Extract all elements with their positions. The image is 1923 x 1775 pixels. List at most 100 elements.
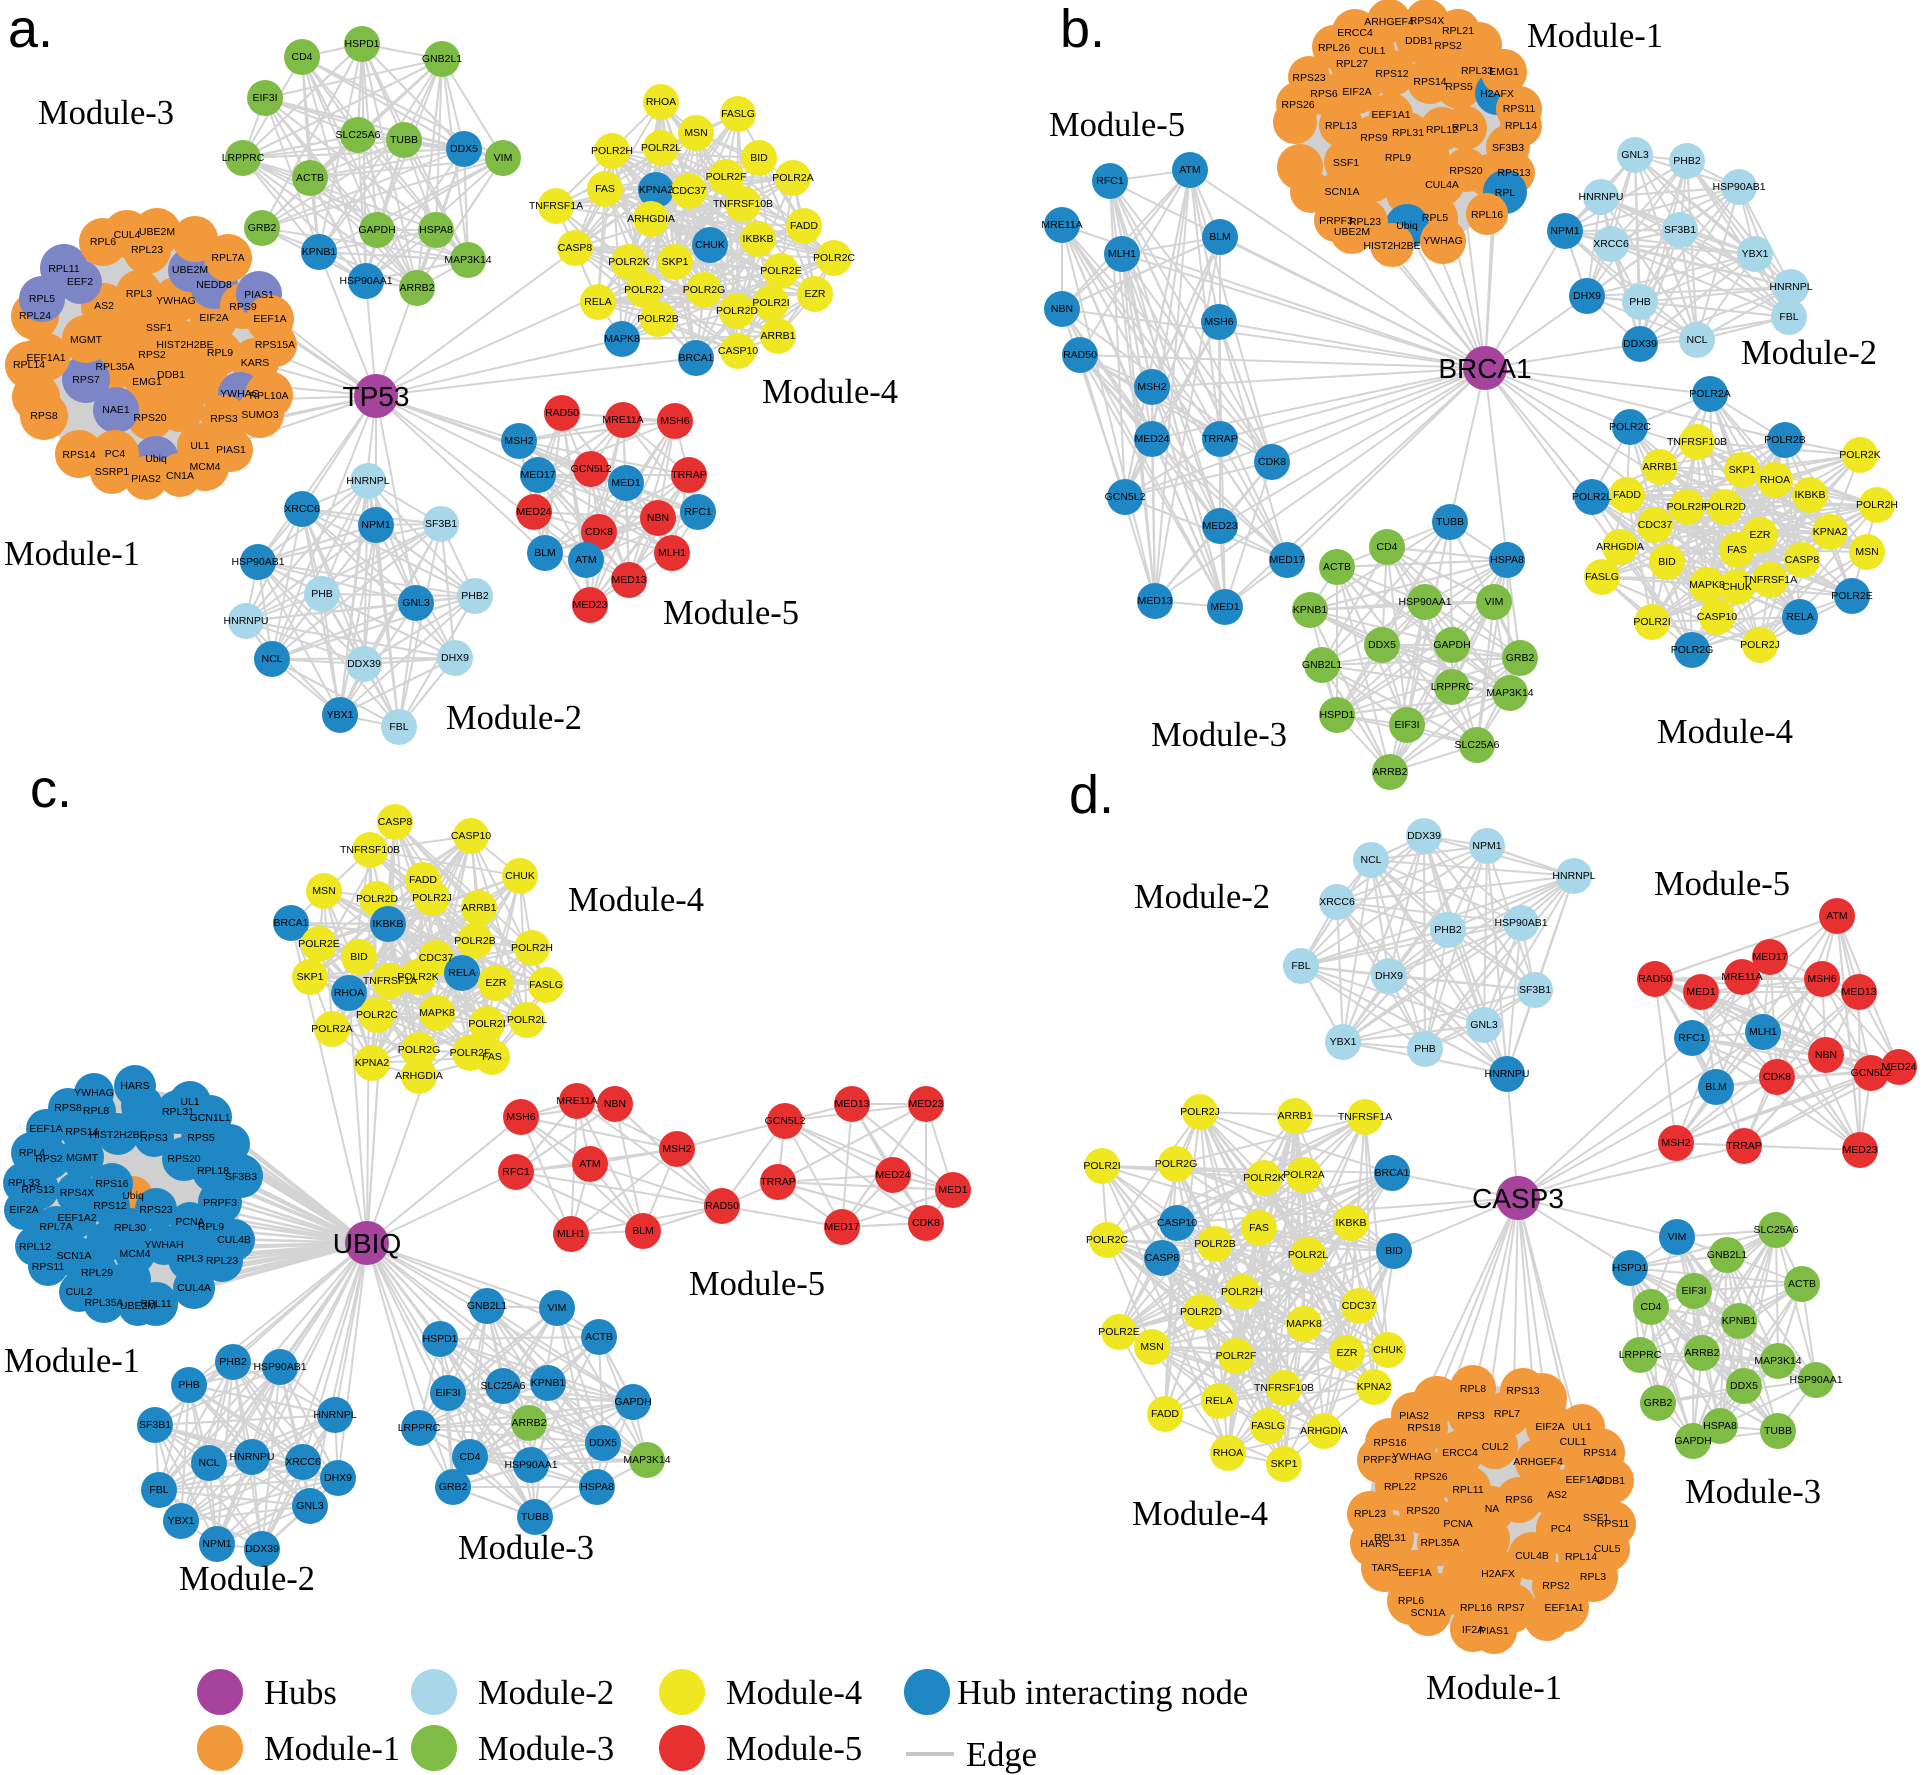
svg-text:NPM1: NPM1 xyxy=(1550,225,1579,237)
svg-text:RPL16: RPL16 xyxy=(1460,1602,1492,1614)
svg-text:MRE11A: MRE11A xyxy=(1721,971,1762,983)
svg-text:POLR2B: POLR2B xyxy=(637,313,678,325)
svg-text:Module-4: Module-4 xyxy=(1657,713,1793,751)
svg-text:RAD50: RAD50 xyxy=(545,407,579,419)
svg-text:KPNB1: KPNB1 xyxy=(531,1377,566,1389)
svg-text:SF3B1: SF3B1 xyxy=(425,518,457,530)
svg-text:POLR2J: POLR2J xyxy=(1740,639,1780,651)
svg-text:RPL5: RPL5 xyxy=(1422,212,1448,224)
svg-text:Module-3: Module-3 xyxy=(458,1529,594,1567)
svg-text:POLR2L: POLR2L xyxy=(1288,1249,1328,1261)
svg-text:POLR2D: POLR2D xyxy=(1180,1306,1222,1318)
svg-text:SCN1A: SCN1A xyxy=(1410,1607,1445,1619)
svg-text:MAPK8: MAPK8 xyxy=(604,333,640,345)
svg-text:HSPD1: HSPD1 xyxy=(344,38,379,50)
svg-text:Module-4: Module-4 xyxy=(726,1674,862,1712)
svg-text:KPNB1: KPNB1 xyxy=(302,246,337,258)
svg-text:HSPA8: HSPA8 xyxy=(1703,1420,1737,1432)
svg-text:RPS3: RPS3 xyxy=(210,413,238,425)
svg-text:YWHAG: YWHAG xyxy=(220,388,260,400)
svg-text:HSPD1: HSPD1 xyxy=(1319,709,1354,721)
svg-text:EEF1A1: EEF1A1 xyxy=(1544,1602,1583,1614)
svg-text:Module-1: Module-1 xyxy=(4,1342,140,1380)
svg-text:UL1: UL1 xyxy=(180,1096,199,1108)
svg-text:TUBB: TUBB xyxy=(390,134,418,146)
svg-text:RPL3: RPL3 xyxy=(177,1253,203,1265)
svg-text:RPL6: RPL6 xyxy=(90,236,116,248)
svg-text:RPS4X: RPS4X xyxy=(1410,15,1444,27)
svg-text:RPL7A: RPL7A xyxy=(211,252,244,264)
svg-text:Module-1: Module-1 xyxy=(264,1730,400,1768)
svg-text:SKP1: SKP1 xyxy=(1271,1458,1298,1470)
svg-text:RPS20: RPS20 xyxy=(133,412,166,424)
svg-text:PIAS1: PIAS1 xyxy=(216,444,246,456)
svg-text:POLR2G: POLR2G xyxy=(398,1044,441,1056)
svg-text:Ubiq: Ubiq xyxy=(145,453,167,465)
svg-text:CDK8: CDK8 xyxy=(912,1217,940,1229)
svg-text:BID: BID xyxy=(750,152,768,164)
svg-text:MED23: MED23 xyxy=(1842,1144,1877,1156)
svg-text:GRB2: GRB2 xyxy=(1644,1397,1673,1409)
svg-text:ATM: ATM xyxy=(579,1158,600,1170)
svg-text:MSN: MSN xyxy=(1140,1341,1163,1353)
svg-text:SF3B1: SF3B1 xyxy=(1519,984,1551,996)
svg-text:POLR2J: POLR2J xyxy=(1180,1106,1220,1118)
svg-text:MSH6: MSH6 xyxy=(1807,973,1836,985)
svg-text:PHB: PHB xyxy=(1414,1043,1436,1055)
svg-text:GNB2L1: GNB2L1 xyxy=(422,53,462,65)
svg-text:RPS9: RPS9 xyxy=(229,301,257,313)
svg-text:RPL33: RPL33 xyxy=(1461,65,1493,77)
svg-text:ERCC4: ERCC4 xyxy=(1337,27,1373,39)
svg-text:Module-3: Module-3 xyxy=(38,94,174,132)
svg-text:RPS7: RPS7 xyxy=(1497,1602,1525,1614)
svg-text:c.: c. xyxy=(30,759,72,819)
svg-text:PHB: PHB xyxy=(1629,296,1651,308)
svg-text:SF3B1: SF3B1 xyxy=(1664,224,1696,236)
svg-text:Module-1: Module-1 xyxy=(4,535,140,573)
svg-text:ARRB1: ARRB1 xyxy=(760,330,795,342)
svg-text:DDB1: DDB1 xyxy=(157,369,185,381)
svg-text:Module-4: Module-4 xyxy=(1132,1495,1268,1533)
svg-text:POLR2A: POLR2A xyxy=(1689,388,1730,400)
svg-text:RPS2: RPS2 xyxy=(1542,1580,1570,1592)
svg-text:POLR2C: POLR2C xyxy=(1086,1234,1128,1246)
svg-text:RPS4X: RPS4X xyxy=(60,1187,94,1199)
svg-text:RPL11: RPL11 xyxy=(140,1298,171,1310)
svg-text:HNRNPU: HNRNPU xyxy=(230,1451,275,1463)
svg-text:YBX1: YBX1 xyxy=(1330,1036,1357,1048)
svg-text:RFC1: RFC1 xyxy=(684,506,712,518)
svg-text:b.: b. xyxy=(1060,0,1105,59)
svg-text:CDC37: CDC37 xyxy=(419,952,454,964)
svg-text:a.: a. xyxy=(8,0,53,59)
svg-text:RPL18: RPL18 xyxy=(197,1165,229,1177)
svg-text:EIF3I: EIF3I xyxy=(1681,1285,1706,1297)
svg-text:DDX39: DDX39 xyxy=(245,1543,279,1555)
svg-text:Module-2: Module-2 xyxy=(1134,878,1270,916)
svg-text:RPL26: RPL26 xyxy=(1318,42,1350,54)
svg-text:BRCA1: BRCA1 xyxy=(1438,353,1531,384)
svg-text:RHOA: RHOA xyxy=(334,987,364,999)
svg-text:MAPK8: MAPK8 xyxy=(1689,579,1725,591)
svg-text:d.: d. xyxy=(1069,765,1114,825)
svg-text:RAD50: RAD50 xyxy=(705,1200,739,1212)
svg-text:RPL14: RPL14 xyxy=(1565,1551,1597,1563)
svg-text:RPL31: RPL31 xyxy=(1392,127,1424,139)
svg-text:POLR2J: POLR2J xyxy=(412,892,452,904)
svg-text:RPL21: RPL21 xyxy=(1442,25,1474,37)
svg-text:MED1: MED1 xyxy=(938,1184,967,1196)
svg-text:MAP3K14: MAP3K14 xyxy=(444,254,491,266)
svg-text:GNL3: GNL3 xyxy=(296,1500,324,1512)
svg-text:RPS13: RPS13 xyxy=(1506,1385,1539,1397)
svg-text:POLR2B: POLR2B xyxy=(1764,434,1805,446)
svg-text:TRRAP: TRRAP xyxy=(760,1176,796,1188)
svg-text:RPL10A: RPL10A xyxy=(249,390,288,402)
svg-text:MED17: MED17 xyxy=(1269,554,1304,566)
svg-text:RPS18: RPS18 xyxy=(1407,1422,1440,1434)
svg-text:MAP3K14: MAP3K14 xyxy=(1754,1355,1801,1367)
svg-text:RPL14: RPL14 xyxy=(1505,120,1537,132)
svg-text:CUL4B: CUL4B xyxy=(217,1234,251,1246)
svg-text:IKBKB: IKBKB xyxy=(373,918,404,930)
svg-text:ARHGDIA: ARHGDIA xyxy=(1596,541,1644,553)
svg-text:YWHAH: YWHAH xyxy=(144,1239,183,1251)
svg-text:KPNA2: KPNA2 xyxy=(1357,1381,1392,1393)
